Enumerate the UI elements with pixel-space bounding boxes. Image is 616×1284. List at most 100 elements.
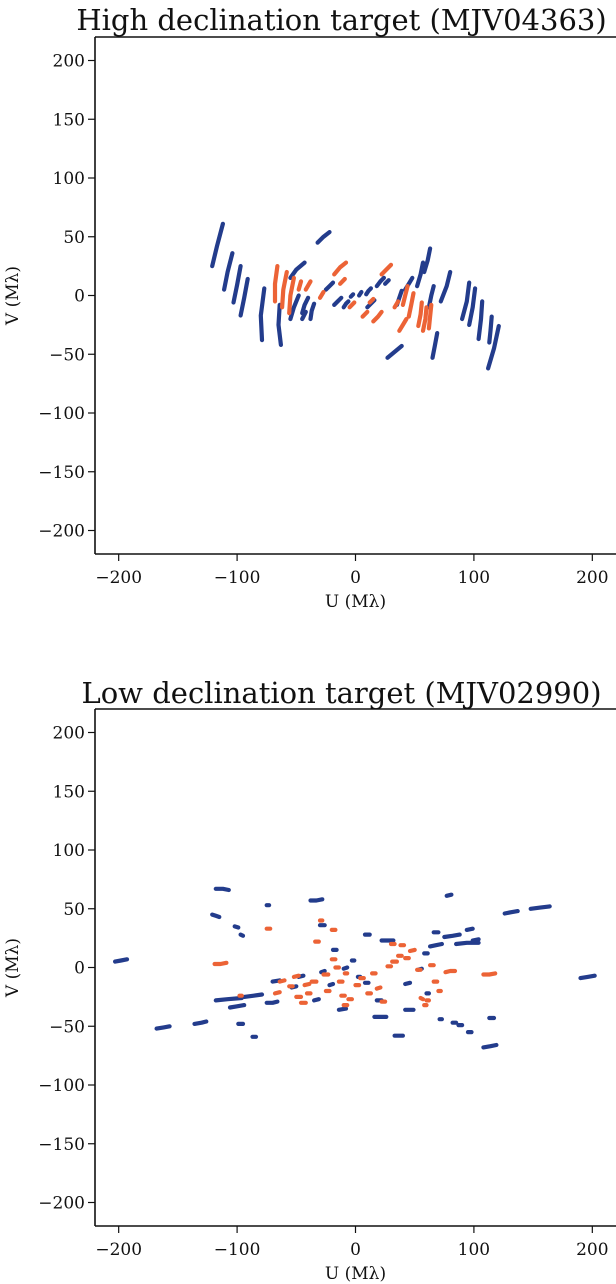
uv-track — [383, 278, 391, 286]
uv-track — [357, 289, 364, 298]
y-tick-label: −100 — [38, 1076, 85, 1096]
y-tick-label: 0 — [74, 959, 85, 979]
uv-track — [222, 251, 235, 292]
uv-track — [213, 995, 244, 1003]
uv-track — [464, 926, 475, 933]
uv-track — [467, 286, 478, 327]
uv-track — [308, 301, 317, 322]
y-tick-label: 100 — [53, 169, 85, 189]
y-axis-label: V (Mλ) — [3, 938, 23, 998]
uv-track — [367, 296, 376, 305]
uv-track — [288, 260, 307, 280]
uv-track — [315, 230, 332, 245]
uv-track — [385, 343, 404, 360]
x-tick-label: −200 — [95, 568, 142, 588]
uv-track — [442, 932, 462, 940]
uv-track — [264, 999, 280, 1005]
uv-track — [296, 279, 304, 292]
uv-track — [397, 316, 409, 333]
y-tick-label: −50 — [49, 1017, 85, 1037]
uv-track — [308, 897, 325, 903]
uv-track — [258, 286, 267, 343]
uv-track — [418, 995, 426, 1002]
y-tick-label: 200 — [53, 724, 85, 744]
uv-track — [487, 314, 494, 345]
chart-title: High declination target (MJV04363) — [76, 3, 606, 37]
x-tick-label: −200 — [95, 1240, 142, 1260]
uv-track — [347, 300, 357, 310]
uv-track — [528, 904, 552, 911]
x-tick-label: 0 — [350, 568, 361, 588]
x-axis-label: U (Mλ) — [325, 592, 386, 612]
uv-track — [338, 276, 347, 286]
uv-track — [403, 980, 413, 987]
uv-track — [291, 973, 301, 980]
uv-track — [416, 300, 424, 329]
uv-track — [422, 246, 433, 275]
uv-track — [276, 302, 283, 347]
uv-track — [210, 221, 225, 269]
uv-track — [426, 302, 434, 331]
uv-track — [277, 978, 287, 984]
uv-track — [300, 309, 308, 322]
uv-track — [430, 331, 440, 360]
uv-track — [327, 981, 336, 988]
uv-track — [192, 1019, 209, 1027]
y-tick-label: −100 — [38, 404, 85, 424]
uv-track — [470, 937, 481, 943]
uv-track — [212, 960, 229, 967]
uv-track — [400, 284, 410, 307]
uv-track — [444, 892, 454, 898]
y-tick-label: 200 — [53, 52, 85, 72]
series-orange — [272, 260, 434, 333]
uv-track — [438, 269, 453, 304]
uv-track — [476, 299, 485, 342]
uv-track — [302, 981, 312, 988]
uv-track — [360, 309, 370, 319]
x-tick-label: −100 — [214, 1240, 261, 1260]
uv-track — [210, 912, 222, 920]
uv-track — [578, 973, 597, 981]
uv-track — [300, 295, 311, 316]
uv-track — [374, 275, 386, 289]
series-orange — [212, 918, 498, 1008]
y-tick-label: −50 — [49, 345, 85, 365]
uv-track — [392, 299, 401, 310]
uv-track — [348, 292, 356, 299]
uv-track — [213, 886, 231, 893]
uv-track — [486, 323, 501, 371]
y-tick-label: 150 — [53, 110, 85, 130]
uv-track — [336, 1006, 349, 1012]
uv-track — [272, 990, 282, 996]
y-tick-label: 150 — [53, 782, 85, 802]
low-declination-chart: Low declination target (MJV02990) −200 −10… — [3, 676, 616, 1284]
uv-track — [460, 280, 472, 322]
x-tick-label: 200 — [576, 568, 608, 588]
uv-track — [312, 997, 321, 1003]
uv-track — [238, 932, 246, 938]
uv-track — [371, 309, 384, 324]
uv-track — [332, 260, 349, 277]
uv-track — [426, 284, 436, 310]
uv-track — [502, 908, 520, 916]
uv-track — [406, 291, 416, 319]
uv-track — [154, 1024, 172, 1031]
uv-track — [238, 276, 250, 318]
x-tick-label: 100 — [458, 1240, 490, 1260]
uv-track — [407, 947, 417, 954]
x-tick-label: 100 — [458, 568, 490, 588]
series-blue — [210, 221, 501, 371]
uv-track — [287, 275, 296, 316]
uv-track — [272, 264, 280, 304]
uv-track — [231, 264, 243, 305]
uv-track — [374, 985, 383, 991]
y-axis-label: V (Mλ) — [3, 266, 23, 326]
y-tick-label: −200 — [38, 1194, 85, 1214]
uv-track — [415, 260, 426, 289]
uv-track — [323, 280, 336, 292]
uv-track — [112, 957, 130, 964]
high-declination-chart: High declination target (MJV04363) −200 −1… — [3, 3, 616, 612]
uv-track — [481, 1042, 499, 1050]
x-tick-label: −100 — [214, 568, 261, 588]
uv-track — [303, 279, 313, 292]
